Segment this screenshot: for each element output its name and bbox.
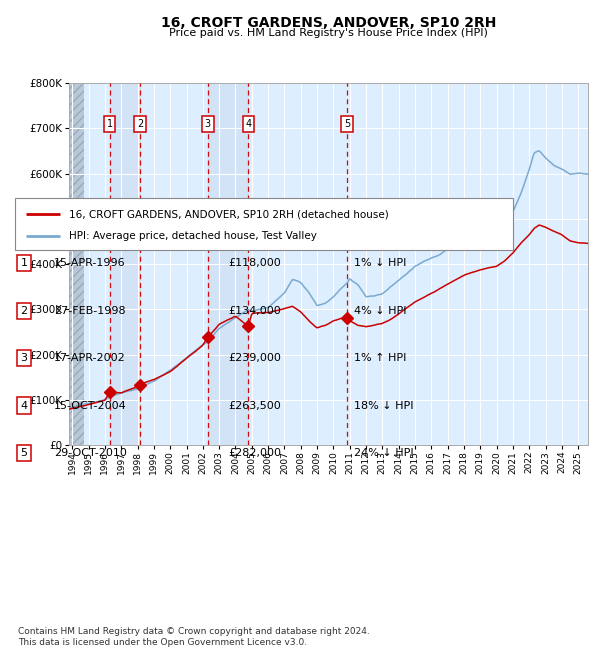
Text: £134,000: £134,000 [228,306,281,316]
Text: £282,000: £282,000 [228,448,281,458]
Text: 1% ↑ HPI: 1% ↑ HPI [354,353,406,363]
Text: 4% ↓ HPI: 4% ↓ HPI [354,306,407,316]
Text: Contains HM Land Registry data © Crown copyright and database right 2024.
This d: Contains HM Land Registry data © Crown c… [18,627,370,647]
Text: 16, CROFT GARDENS, ANDOVER, SP10 2RH: 16, CROFT GARDENS, ANDOVER, SP10 2RH [161,16,496,31]
Text: 16, CROFT GARDENS, ANDOVER, SP10 2RH (detached house): 16, CROFT GARDENS, ANDOVER, SP10 2RH (de… [69,209,389,219]
Text: HPI: Average price, detached house, Test Valley: HPI: Average price, detached house, Test… [69,231,317,240]
Text: 15-OCT-2004: 15-OCT-2004 [54,400,127,411]
Bar [110,83,140,445]
Text: 2: 2 [20,306,28,316]
Text: 24% ↓ HPI: 24% ↓ HPI [354,448,413,458]
Text: 18% ↓ HPI: 18% ↓ HPI [354,400,413,411]
Text: 17-APR-2002: 17-APR-2002 [54,353,126,363]
Text: 3: 3 [205,119,211,129]
Bar [208,83,248,445]
Text: 29-OCT-2010: 29-OCT-2010 [54,448,127,458]
Text: 1: 1 [107,119,113,129]
Text: 27-FEB-1998: 27-FEB-1998 [54,306,125,316]
Text: 1: 1 [20,258,28,268]
Text: 4: 4 [20,400,28,411]
Text: Price paid vs. HM Land Registry's House Price Index (HPI): Price paid vs. HM Land Registry's House … [169,28,488,38]
Text: £263,500: £263,500 [228,400,281,411]
Text: 5: 5 [20,448,28,458]
Bar [69,83,84,445]
Text: £239,000: £239,000 [228,353,281,363]
Text: 4: 4 [245,119,251,129]
Text: 1% ↓ HPI: 1% ↓ HPI [354,258,406,268]
Text: 15-APR-1996: 15-APR-1996 [54,258,125,268]
Text: 2: 2 [137,119,143,129]
Text: £118,000: £118,000 [228,258,281,268]
Text: 5: 5 [344,119,350,129]
Text: 3: 3 [20,353,28,363]
